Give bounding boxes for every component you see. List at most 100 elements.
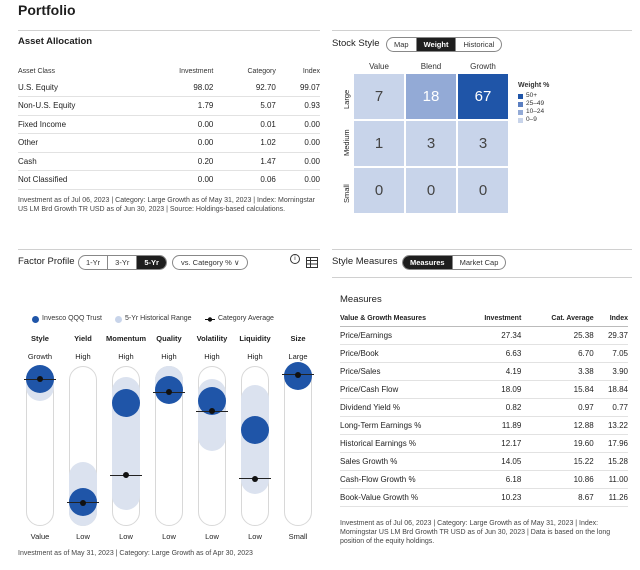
measure-value-cell: 13.22 (593, 416, 628, 435)
factor-track (284, 366, 312, 526)
style-cell: 18 (406, 74, 456, 119)
col-header: Investment (179, 67, 214, 75)
divider (332, 30, 632, 31)
factor-name: Volatility (196, 334, 228, 343)
style-cell: 7 (354, 74, 404, 119)
factor-top-label: Large (288, 352, 308, 361)
factor-profile-heading: Factor Profile (18, 256, 75, 267)
factor-profile-chart: Style Growth Value Yield High Low Momentum High… (18, 330, 320, 545)
table-row: Book-Value Growth % 10.23 8.67 11.26 (340, 488, 628, 507)
legend-label: 25–49 (526, 100, 545, 107)
asset-class-cell: Non-U.S. Equity (18, 96, 138, 116)
range-legend-label: 5-Yr Historical Range (125, 315, 192, 322)
tab-5yr[interactable]: 5-Yr (137, 256, 166, 269)
asset-class-cell: Cash (18, 152, 138, 171)
factor-name: Yield (74, 334, 92, 343)
tab-measures[interactable]: Measures (403, 256, 453, 269)
asset-class-cell: U.S. Equity (18, 78, 138, 97)
value-cell: 0.01 (213, 115, 276, 134)
measure-name-cell: Dividend Yield % (340, 398, 458, 417)
col-header: Asset Class (18, 67, 55, 75)
tab-3yr[interactable]: 3-Yr (108, 256, 138, 269)
table-row: Cash 0.20 1.47 0.00 (18, 152, 320, 171)
tab-1yr[interactable]: 1-Yr (79, 256, 109, 269)
measure-name-cell: Sales Growth % (340, 452, 458, 471)
asset-allocation-heading: Asset Allocation (18, 36, 93, 47)
factor-top-label: High (247, 352, 263, 361)
asset-class-cell: Fixed Income (18, 115, 138, 134)
category-average-marker (80, 499, 86, 506)
factor-name: Momentum (106, 334, 146, 343)
tab-historical[interactable]: Historical (463, 40, 495, 49)
legend-swatch (518, 118, 523, 123)
info-icon[interactable]: i (290, 254, 300, 264)
factor-bottom-label: Low (205, 532, 219, 541)
table-row: Price/Cash Flow 18.09 15.84 18.84 (340, 380, 628, 399)
measures-subheading: Measures (340, 294, 382, 305)
factor-name: Liquidity (239, 334, 271, 343)
measure-value-cell: 18.84 (593, 380, 628, 399)
measure-value-cell: 0.82 (458, 398, 522, 417)
value-cell: 0.00 (138, 133, 214, 153)
factor-bottom-label: Small (288, 532, 308, 541)
table-view-icon[interactable] (306, 257, 318, 268)
style-measures-table: Value & Growth Measures Investment Cat. … (340, 312, 628, 507)
style-cell: 3 (458, 121, 508, 166)
divider (18, 30, 320, 31)
measure-value-cell: 11.89 (458, 416, 522, 435)
style-col-label: Blend (420, 62, 442, 71)
factor-bottom-label: Low (248, 532, 262, 541)
value-cell: 0.00 (275, 133, 320, 153)
factor-top-label: Growth (27, 352, 53, 361)
style-cell: 0 (458, 168, 508, 213)
category-average-marker (209, 408, 215, 415)
measure-value-cell: 18.09 (458, 380, 522, 399)
col-header: Investment (458, 312, 522, 327)
legend-swatch (518, 94, 523, 99)
value-cell: 92.70 (213, 78, 276, 97)
tab-weight[interactable]: Weight (416, 38, 457, 51)
fund-marker (241, 416, 269, 444)
value-cell: 1.79 (138, 96, 214, 116)
value-cell: 0.00 (275, 115, 320, 134)
measure-value-cell: 14.05 (458, 452, 522, 471)
measure-value-cell: 17.96 (593, 434, 628, 453)
factor-bottom-label: Value (30, 532, 50, 541)
measure-name-cell: Book-Value Growth % (340, 488, 458, 507)
tab-market-cap[interactable]: Market Cap (459, 258, 499, 267)
table-row: Dividend Yield % 0.82 0.97 0.77 (340, 398, 628, 417)
stock-style-tabs: Map Weight Historical (386, 37, 503, 52)
tab-map[interactable]: Map (387, 38, 417, 51)
table-row: Non-U.S. Equity 1.79 5.07 0.93 (18, 96, 320, 116)
style-measures-heading: Style Measures (332, 256, 398, 267)
style-row-label: Medium (342, 128, 351, 156)
table-row: Historical Earnings % 12.17 19.60 17.96 (340, 434, 628, 453)
divider (332, 249, 632, 250)
measure-value-cell: 29.37 (593, 326, 628, 345)
measure-value-cell: 11.00 (593, 470, 628, 489)
col-header: Category (247, 67, 276, 75)
fund-marker (112, 388, 140, 417)
divider (332, 277, 632, 278)
measure-value-cell: 6.18 (458, 470, 522, 489)
measure-name-cell: Cash-Flow Growth % (340, 470, 458, 489)
compare-dropdown[interactable]: vs. Category % ∨ (172, 255, 249, 270)
factor-bottom-label: Low (76, 532, 90, 541)
value-cell: 98.02 (138, 78, 214, 97)
value-cell: 0.93 (275, 96, 320, 116)
factor-top-label: High (118, 352, 134, 361)
legend-label: 50+ (526, 92, 538, 99)
measure-value-cell: 10.86 (521, 470, 594, 489)
category-average-marker (166, 389, 172, 396)
table-row: Sales Growth % 14.05 15.22 15.28 (340, 452, 628, 471)
measure-value-cell: 7.05 (593, 344, 628, 363)
measure-value-cell: 3.38 (521, 362, 594, 381)
avg-legend-label: Category Average (218, 315, 274, 322)
table-row: Price/Sales 4.19 3.38 3.90 (340, 362, 628, 381)
factor-name: Quality (156, 334, 182, 343)
col-header: Cat. Average (521, 312, 594, 327)
stock-style-heading: Stock Style (332, 38, 380, 49)
style-col-label: Growth (470, 62, 496, 71)
table-row: Not Classified 0.00 0.06 0.00 (18, 170, 320, 190)
style-col-label: Value (369, 62, 389, 71)
